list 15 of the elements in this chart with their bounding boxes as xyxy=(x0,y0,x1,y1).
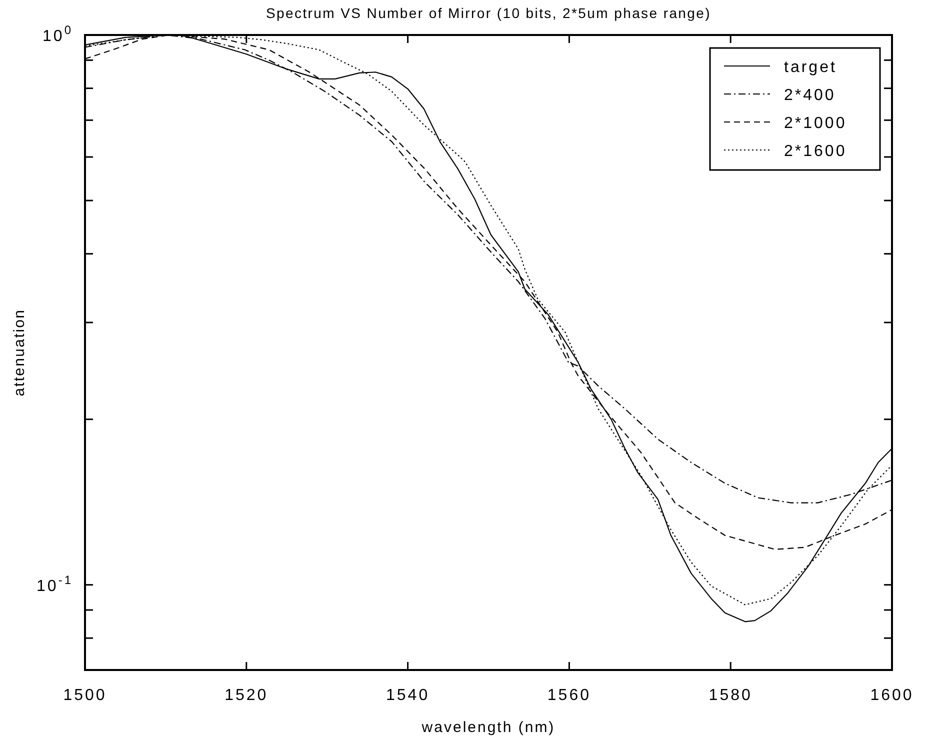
chart-title: Spectrum VS Number of Mirror (10 bits, 2*5um phase range) xyxy=(266,5,711,21)
legend-label: 2*400 xyxy=(784,87,836,104)
x-tick-label: 1560 xyxy=(547,687,591,704)
y-tick-label: 10$^{0}$ xyxy=(42,23,73,45)
x-tick-label: 1520 xyxy=(224,687,268,704)
x-tick-label: 1500 xyxy=(63,687,107,704)
legend-label: 2*1000 xyxy=(784,115,847,132)
x-tick-label: 1580 xyxy=(708,687,752,704)
y-axis-title: attenuation xyxy=(11,308,28,396)
legend-label: target xyxy=(784,59,837,76)
legend-label: 2*1600 xyxy=(784,143,847,160)
y-tick-label: 10$^{-1}$ xyxy=(36,572,73,595)
x-axis-title: wavelength (nm) xyxy=(420,719,556,736)
x-tick-label: 1540 xyxy=(386,687,430,704)
x-tick-label: 1600 xyxy=(870,687,914,704)
